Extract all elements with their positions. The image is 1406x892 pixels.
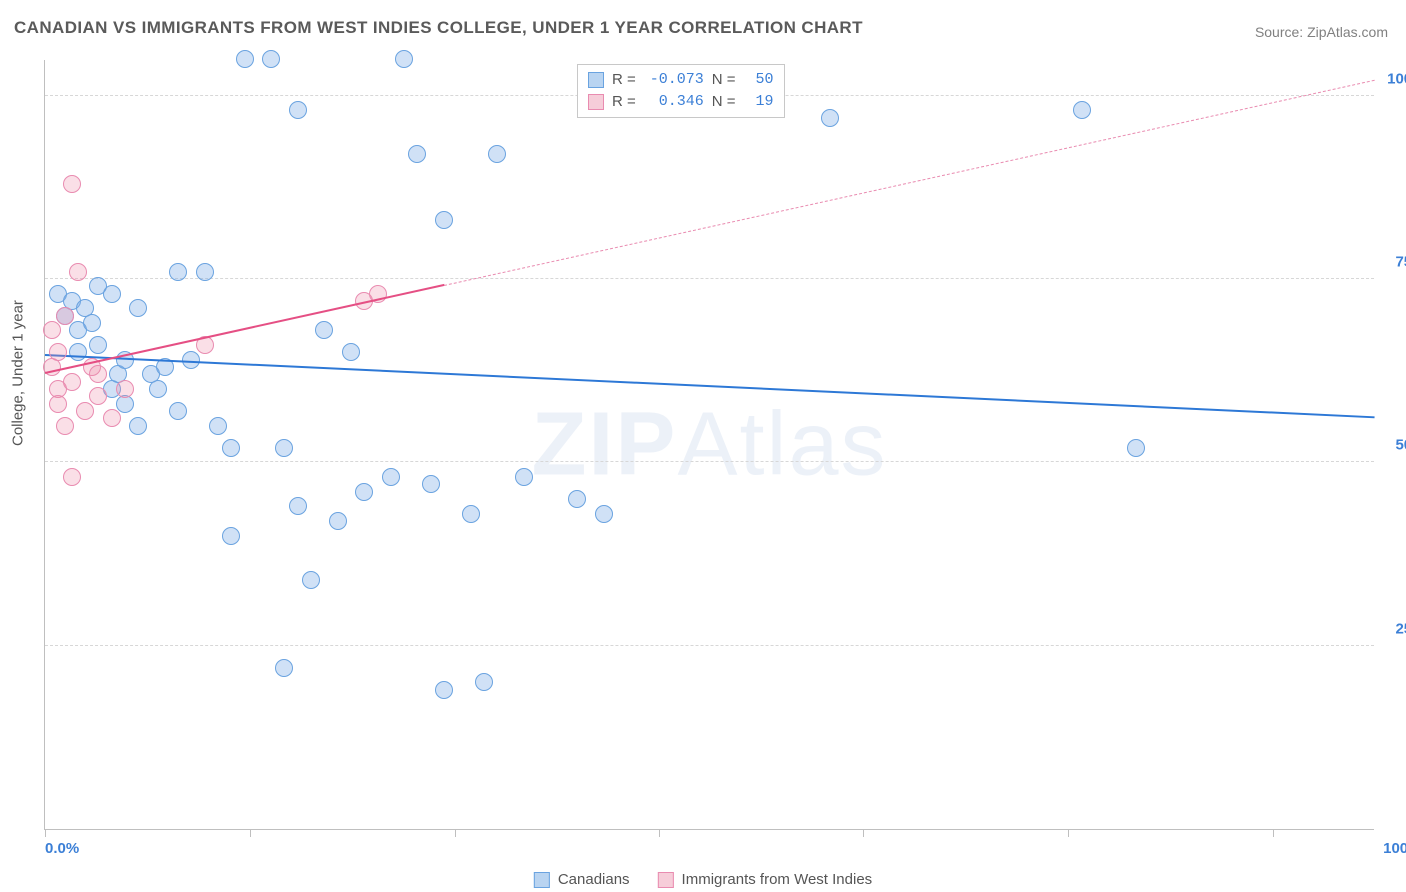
series-swatch bbox=[588, 72, 604, 88]
data-point bbox=[462, 505, 480, 523]
x-tick-label-max: 100.0% bbox=[1383, 840, 1406, 857]
stat-value-n: 19 bbox=[744, 91, 774, 113]
gridline-h bbox=[45, 461, 1374, 462]
stat-label-n: N = bbox=[712, 69, 736, 91]
legend-item: Immigrants from West Indies bbox=[658, 871, 873, 888]
data-point bbox=[475, 673, 493, 691]
data-point bbox=[63, 468, 81, 486]
x-tick bbox=[1068, 829, 1069, 837]
data-point bbox=[56, 417, 74, 435]
series-swatch bbox=[534, 872, 550, 888]
data-point bbox=[275, 659, 293, 677]
data-point bbox=[595, 505, 613, 523]
data-point bbox=[1073, 101, 1091, 119]
stat-value-r: 0.346 bbox=[644, 91, 704, 113]
data-point bbox=[103, 409, 121, 427]
stat-label-r: R = bbox=[612, 91, 636, 113]
data-point bbox=[236, 50, 254, 68]
data-point bbox=[83, 314, 101, 332]
data-point bbox=[515, 468, 533, 486]
chart-title: CANADIAN VS IMMIGRANTS FROM WEST INDIES … bbox=[14, 18, 863, 38]
x-tick bbox=[863, 829, 864, 837]
data-point bbox=[355, 483, 373, 501]
stats-legend-box: R = -0.073 N = 50 R = 0.346 N = 19 bbox=[577, 64, 785, 118]
x-tick bbox=[250, 829, 251, 837]
legend-item: Canadians bbox=[534, 871, 630, 888]
data-point bbox=[435, 681, 453, 699]
data-point bbox=[43, 321, 61, 339]
data-point bbox=[69, 343, 87, 361]
data-point bbox=[76, 402, 94, 420]
data-point bbox=[435, 211, 453, 229]
data-point bbox=[56, 307, 74, 325]
gridline-h bbox=[45, 645, 1374, 646]
legend-label: Immigrants from West Indies bbox=[682, 871, 873, 888]
trend-line bbox=[45, 354, 1375, 418]
data-point bbox=[289, 101, 307, 119]
stats-row: R = 0.346 N = 19 bbox=[588, 91, 774, 113]
data-point bbox=[342, 343, 360, 361]
data-point bbox=[116, 380, 134, 398]
stat-label-n: N = bbox=[712, 91, 736, 113]
data-point bbox=[568, 490, 586, 508]
y-axis-title: College, Under 1 year bbox=[10, 300, 27, 446]
x-tick bbox=[45, 829, 46, 837]
data-point bbox=[169, 263, 187, 281]
data-point bbox=[289, 497, 307, 515]
data-point bbox=[63, 373, 81, 391]
data-point bbox=[488, 145, 506, 163]
data-point bbox=[382, 468, 400, 486]
data-point bbox=[69, 263, 87, 281]
y-tick-label: 50.0% bbox=[1395, 437, 1406, 454]
source-label: Source: ZipAtlas.com bbox=[1255, 24, 1388, 40]
legend-bottom: Canadians Immigrants from West Indies bbox=[534, 871, 872, 888]
y-tick-label: 75.0% bbox=[1395, 254, 1406, 271]
series-swatch bbox=[658, 872, 674, 888]
y-tick-label: 25.0% bbox=[1395, 620, 1406, 637]
data-point bbox=[89, 365, 107, 383]
stats-row: R = -0.073 N = 50 bbox=[588, 69, 774, 91]
data-point bbox=[262, 50, 280, 68]
data-point bbox=[395, 50, 413, 68]
data-point bbox=[315, 321, 333, 339]
data-point bbox=[89, 387, 107, 405]
series-swatch bbox=[588, 94, 604, 110]
y-tick-label: 100.0% bbox=[1387, 70, 1406, 87]
scatter-plot: ZIPAtlas 25.0%50.0%75.0%100.0%0.0%100.0%… bbox=[44, 60, 1374, 830]
watermark: ZIPAtlas bbox=[531, 393, 887, 496]
data-point bbox=[275, 439, 293, 457]
data-point bbox=[196, 263, 214, 281]
data-point bbox=[222, 527, 240, 545]
stat-value-n: 50 bbox=[744, 69, 774, 91]
data-point bbox=[49, 395, 67, 413]
data-point bbox=[49, 343, 67, 361]
data-point bbox=[821, 109, 839, 127]
data-point bbox=[329, 512, 347, 530]
data-point bbox=[129, 417, 147, 435]
data-point bbox=[1127, 439, 1145, 457]
x-tick bbox=[455, 829, 456, 837]
data-point bbox=[129, 299, 147, 317]
data-point bbox=[408, 145, 426, 163]
x-tick-label-min: 0.0% bbox=[45, 840, 79, 857]
x-tick bbox=[1273, 829, 1274, 837]
legend-label: Canadians bbox=[558, 871, 630, 888]
data-point bbox=[89, 336, 107, 354]
data-point bbox=[222, 439, 240, 457]
x-tick bbox=[659, 829, 660, 837]
data-point bbox=[302, 571, 320, 589]
stat-label-r: R = bbox=[612, 69, 636, 91]
data-point bbox=[149, 380, 167, 398]
gridline-h bbox=[45, 278, 1374, 279]
stat-value-r: -0.073 bbox=[644, 69, 704, 91]
data-point bbox=[209, 417, 227, 435]
data-point bbox=[63, 175, 81, 193]
data-point bbox=[169, 402, 187, 420]
data-point bbox=[422, 475, 440, 493]
data-point bbox=[103, 285, 121, 303]
